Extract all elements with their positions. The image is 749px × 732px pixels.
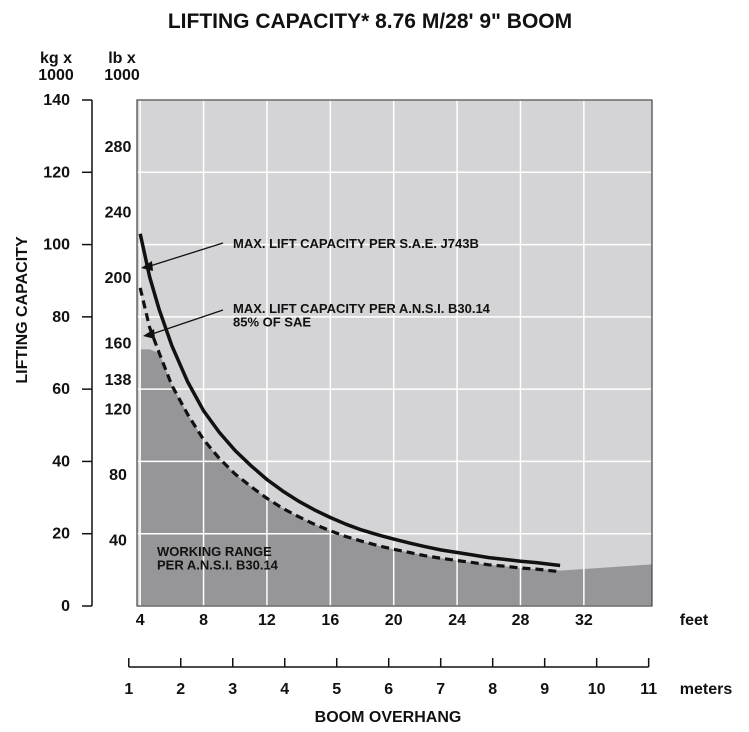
x-tick-meters-label: 11 bbox=[640, 681, 657, 698]
x-tick-meters-label: 6 bbox=[384, 681, 393, 698]
x-tick-feet-label: 32 bbox=[575, 612, 593, 629]
y-tick-lb-label: 138 bbox=[105, 372, 132, 389]
sae-annotation-arrow-line bbox=[149, 242, 224, 267]
y-tick-kg-label: 20 bbox=[52, 526, 70, 543]
x-tick-meters-label: 5 bbox=[332, 681, 341, 698]
x-tick-feet-label: 20 bbox=[385, 612, 403, 629]
x-tick-meters-label: 10 bbox=[588, 681, 606, 698]
x-tick-feet-label: 12 bbox=[258, 612, 276, 629]
y-tick-lb-label: 80 bbox=[109, 467, 127, 484]
y-tick-kg-label: 140 bbox=[43, 92, 70, 109]
working-range-label-line: PER A.N.S.I. B30.14 bbox=[157, 558, 279, 573]
ansi-series-label-line: 85% OF SAE bbox=[233, 315, 311, 330]
sae-capacity-line bbox=[138, 233, 561, 568]
sae-series-label: MAX. LIFT CAPACITY PER S.A.E. J743B bbox=[233, 236, 479, 251]
y-unit-lb-line: 1000 bbox=[104, 67, 140, 84]
x-tick-meters-label: 4 bbox=[280, 681, 289, 698]
chart-title: LIFTING CAPACITY* 8.76 M/28' 9" BOOM bbox=[168, 10, 572, 33]
plot-layer bbox=[136, 99, 653, 607]
y-unit-kg-line: kg x bbox=[40, 50, 72, 67]
sae-series-label-line: MAX. LIFT CAPACITY PER S.A.E. J743B bbox=[233, 236, 479, 251]
plot-frame bbox=[136, 99, 653, 607]
ansi-annotation-arrow-head bbox=[143, 329, 155, 339]
y-tick-lb-label: 240 bbox=[105, 205, 132, 222]
x-tick-meters-label: 3 bbox=[228, 681, 237, 698]
y-tick-kg-label: 120 bbox=[43, 164, 70, 181]
y-tick-lb-label: 160 bbox=[105, 336, 132, 353]
sae-annotation-arrow-head bbox=[141, 261, 153, 271]
axis-layer: 0204060801001201404080120138160200240280… bbox=[38, 50, 732, 698]
x-tick-feet-label: 4 bbox=[136, 612, 145, 629]
y-tick-kg-label: 60 bbox=[52, 381, 70, 398]
x-tick-meters-label: 7 bbox=[436, 681, 445, 698]
ansi-annotation-arrow-line bbox=[151, 309, 224, 335]
ansi-series-label-line: MAX. LIFT CAPACITY PER A.N.S.I. B30.14 bbox=[233, 301, 491, 316]
ansi-series-label: MAX. LIFT CAPACITY PER A.N.S.I. B30.14 85… bbox=[233, 301, 491, 330]
x-tick-feet-label: 16 bbox=[321, 612, 339, 629]
y-unit-lb: lb x 1000 bbox=[104, 50, 140, 84]
y-tick-lb-label: 40 bbox=[109, 532, 127, 549]
working-range-area bbox=[140, 349, 652, 606]
ansi-capacity-line bbox=[138, 287, 561, 574]
working-range-label: WORKING RANGE PER A.N.S.I. B30.14 bbox=[157, 544, 279, 573]
x-tick-meters-label: 2 bbox=[176, 681, 185, 698]
x-tick-meters-label: 8 bbox=[488, 681, 497, 698]
x-tick-feet-label: 8 bbox=[199, 612, 208, 629]
y-unit-kg-line: 1000 bbox=[38, 67, 74, 84]
y-unit-lb-line: lb x bbox=[108, 50, 136, 67]
x-tick-meters-label: 9 bbox=[540, 681, 549, 698]
x-tick-feet-label: 24 bbox=[448, 612, 466, 629]
y-tick-kg-label: 40 bbox=[52, 453, 70, 470]
y-tick-kg-label: 80 bbox=[52, 309, 70, 326]
x-tick-meters-label: 1 bbox=[124, 681, 133, 698]
x-unit-meters: meters bbox=[680, 681, 733, 698]
annotation-layer: MAX. LIFT CAPACITY PER S.A.E. J743B MAX. … bbox=[141, 236, 491, 573]
y-tick-lb-label: 200 bbox=[105, 270, 132, 287]
y-tick-kg-label: 0 bbox=[61, 598, 70, 615]
x-tick-feet-label: 28 bbox=[512, 612, 530, 629]
y-tick-lb-label: 120 bbox=[105, 401, 132, 418]
y-tick-kg-label: 100 bbox=[43, 237, 70, 254]
y-unit-kg: kg x 1000 bbox=[38, 50, 74, 84]
y-axis-label: LIFTING CAPACITY bbox=[14, 236, 31, 384]
x-unit-feet: feet bbox=[680, 612, 709, 629]
y-tick-lb-label: 280 bbox=[105, 139, 132, 156]
x-axis-label: BOOM OVERHANG bbox=[315, 709, 462, 726]
working-range-label-line: WORKING RANGE bbox=[157, 544, 272, 559]
